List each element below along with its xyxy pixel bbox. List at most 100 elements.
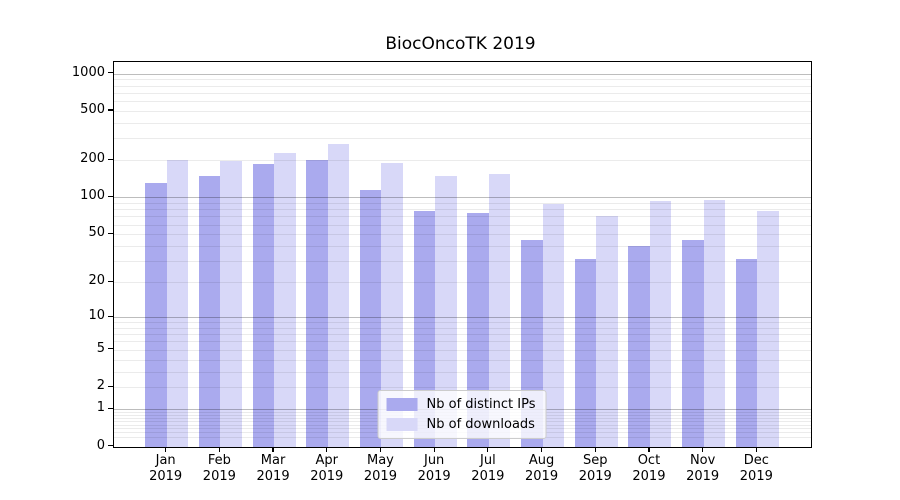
legend-item: Nb of downloads [386,417,536,432]
x-tick-year: 2019 [739,468,773,484]
bar-distinct-ips [252,164,275,447]
major-gridline [113,197,811,199]
x-tick-month: Jun [423,453,445,468]
x-tick-label: Jan 2019 [136,453,196,484]
y-tick-mark [107,72,113,74]
bar-distinct-ips [413,210,436,447]
x-tick-mark [165,447,167,452]
bar-distinct-ips [574,259,597,447]
minor-gridline [113,138,811,140]
y-tick-mark [107,232,113,234]
x-tick-year: 2019 [417,468,451,484]
legend-item: Nb of distinct IPs [386,397,535,412]
minor-gridline [113,110,811,112]
minor-gridline [113,216,811,218]
minor-gridline [113,349,811,351]
x-tick-year: 2019 [149,468,183,484]
minor-gridline [113,322,811,324]
x-tick-mark [702,447,704,452]
x-tick-month: Aug [528,453,555,468]
bar-distinct-ips [682,239,704,447]
y-tick-label: 1000 [71,64,105,80]
y-tick-mark [107,407,113,409]
minor-gridline [113,371,811,373]
x-tick-label: Aug 2019 [512,453,572,484]
minor-gridline [113,261,811,263]
x-tick-label: May 2019 [350,453,410,484]
minor-gridline [113,359,811,361]
y-tick-label: 10 [88,308,105,324]
y-tick-label: 200 [80,151,105,167]
x-tick-mark [648,447,650,452]
x-tick-label: Oct 2019 [619,453,679,484]
minor-gridline [113,79,811,81]
x-tick-year: 2019 [578,468,612,484]
x-tick-month: Nov [689,453,716,468]
bar-distinct-ips [145,182,167,447]
legend-swatch-downloads [386,417,418,431]
x-tick-month: Feb [207,453,231,468]
x-tick-mark [218,447,220,452]
x-tick-year: 2019 [525,468,559,484]
bar-distinct-ips [735,259,758,447]
x-tick-month: Jul [480,453,496,468]
legend-swatch-distinct-ips [386,397,418,411]
y-tick-label: 50 [88,225,105,241]
bar-distinct-ips [628,246,650,447]
bar-distinct-ips [198,176,221,447]
minor-gridline [113,224,811,226]
bar-downloads [542,203,565,447]
x-tick-month: Apr [315,453,339,468]
bar-distinct-ips [306,160,328,447]
x-tick-year: 2019 [686,468,720,484]
x-tick-year: 2019 [256,468,290,484]
bar-downloads [649,200,672,447]
minor-gridline [113,282,811,284]
bar-downloads [596,216,618,447]
minor-gridline [113,122,811,124]
x-tick-month: Dec [743,453,769,468]
y-tick-mark [107,348,113,350]
x-tick-month: Mar [260,453,286,468]
bar-distinct-ips [467,212,489,447]
minor-gridline [113,160,811,162]
y-tick-label: 1 [96,400,105,416]
x-tick-month: May [366,453,394,468]
x-tick-label: Mar 2019 [243,453,303,484]
minor-gridline [113,85,811,87]
y-tick-label: 500 [80,101,105,117]
x-tick-label: Feb 2019 [189,453,249,484]
bar-downloads [703,199,726,447]
minor-gridline [113,387,811,389]
y-tick-label: 0 [96,437,105,453]
bar-downloads [327,144,350,447]
x-tick-mark [487,447,489,452]
x-tick-mark [379,447,382,452]
minor-gridline [113,246,811,248]
x-tick-label: Apr 2019 [297,453,357,484]
x-tick-mark [755,447,757,452]
x-tick-label: Dec 2019 [726,453,786,484]
x-tick-year: 2019 [202,468,236,484]
x-tick-mark [272,447,274,452]
x-tick-mark [326,447,328,452]
y-tick-mark [107,158,113,160]
minor-gridline [113,101,811,103]
x-tick-label: Nov 2019 [673,453,733,484]
x-tick-month: Jan [155,453,176,468]
x-tick-year: 2019 [471,468,505,484]
bar-downloads [381,163,403,447]
plot-area: Nb of distinct IPs Nb of downloads [112,60,812,448]
bar-downloads [166,160,189,447]
y-tick-mark [107,445,113,447]
x-tick-mark [540,447,543,452]
bar-downloads [274,153,296,447]
bar-downloads [488,174,511,447]
minor-gridline [113,341,811,343]
y-tick-label: 100 [80,188,105,204]
x-tick-month: Oct [637,453,661,468]
minor-gridline [113,202,811,204]
y-tick-label: 2 [96,378,105,394]
minor-gridline [113,209,811,211]
